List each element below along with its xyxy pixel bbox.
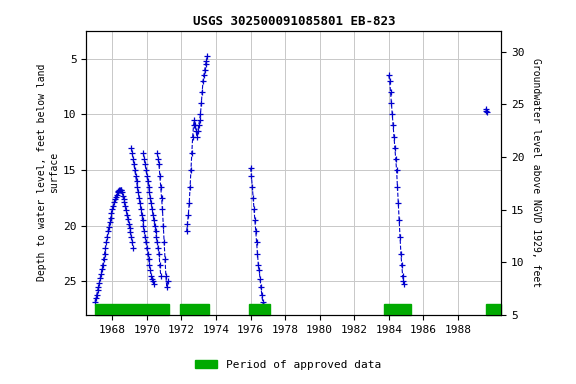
Bar [180, 303, 209, 315]
Bar [486, 303, 501, 315]
Bar [249, 303, 270, 315]
Y-axis label: Depth to water level, feet below land
surface: Depth to water level, feet below land su… [37, 64, 59, 281]
Legend: Period of approved data: Period of approved data [191, 356, 385, 375]
Bar [384, 303, 411, 315]
Y-axis label: Groundwater level above NGVD 1929, feet: Groundwater level above NGVD 1929, feet [531, 58, 541, 287]
Title: USGS 302500091085801 EB-823: USGS 302500091085801 EB-823 [192, 15, 395, 28]
Bar [95, 303, 169, 315]
